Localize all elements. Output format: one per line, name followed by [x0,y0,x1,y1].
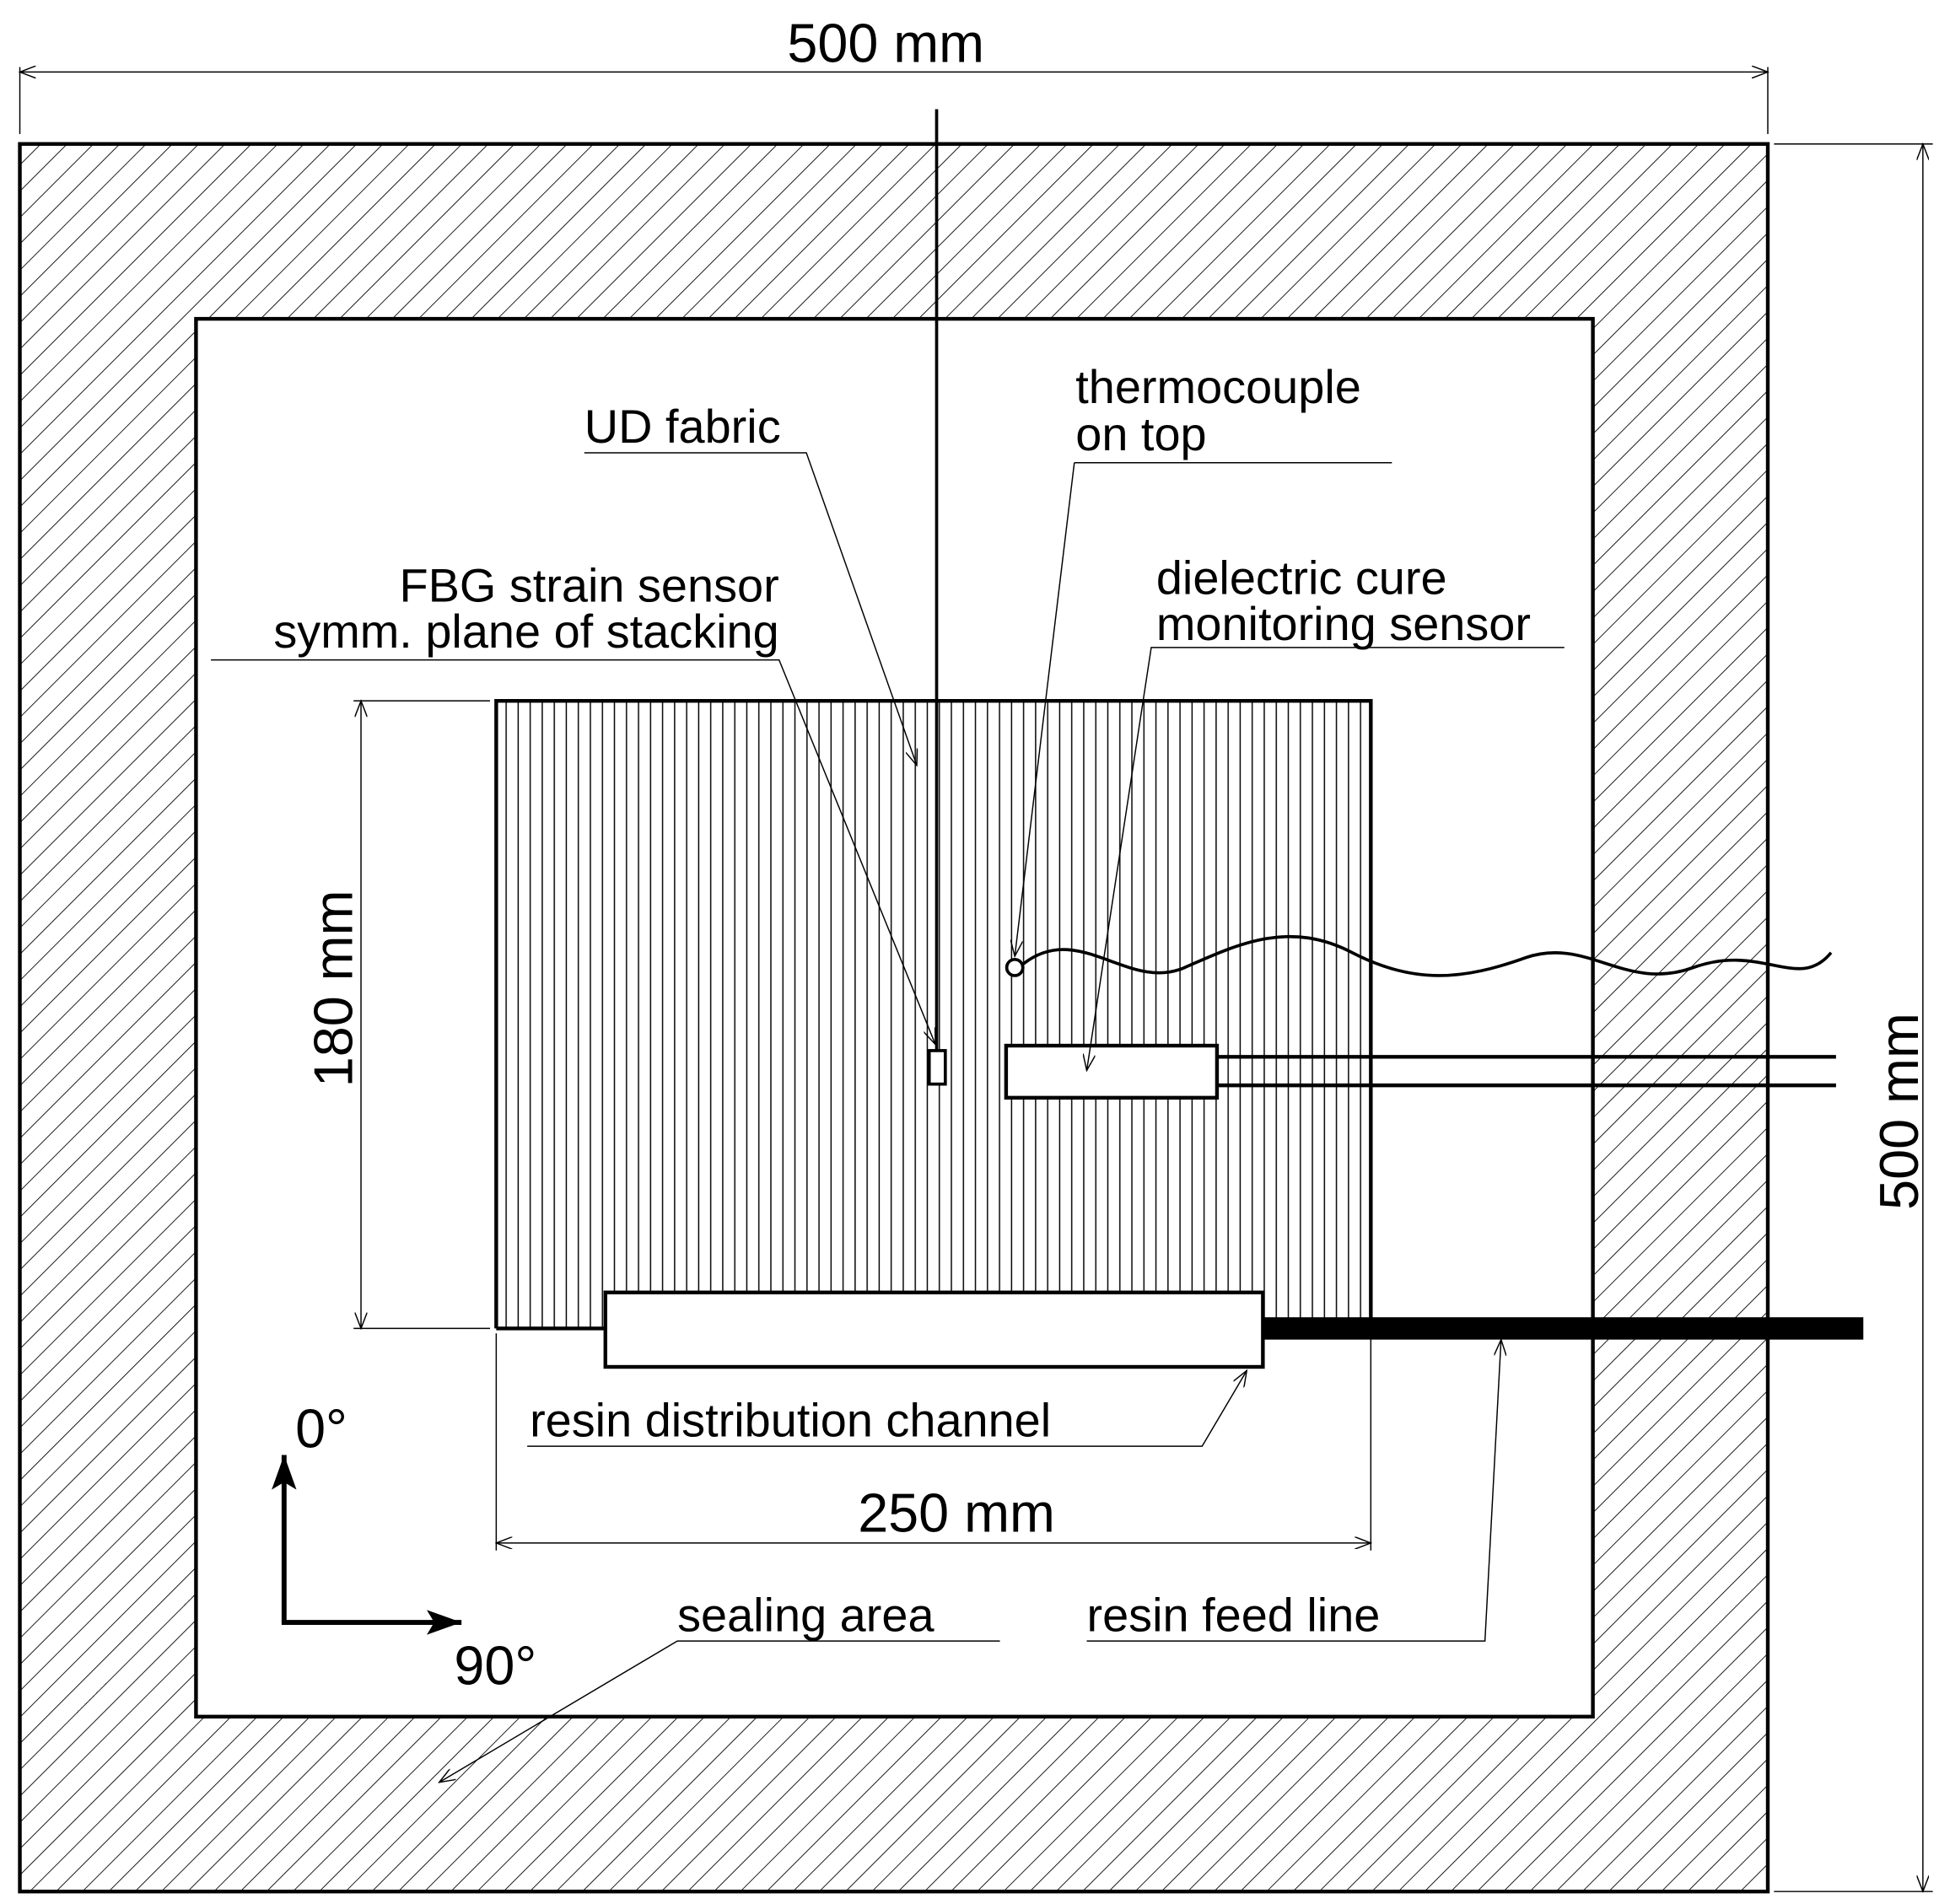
fbg-label-line1: FBG strain sensor [399,558,778,611]
fbg-label-line2: symm. plane of stacking [273,605,778,658]
sealing-area-label: sealing area [677,1588,934,1641]
overall-width-label: 500 mm [787,13,984,74]
resin-channel-label: resin distribution channel [530,1393,1051,1446]
resin-feed-label: resin feed line [1086,1588,1380,1641]
ud-fabric-laminate [496,701,1371,1329]
dielectric-label-line1: dielectric cure [1156,551,1447,605]
thermocouple-wire [1022,934,1833,977]
laminate-height-label: 180 mm [303,890,364,1088]
thermocouple-label-line2: on top [1075,407,1206,460]
resin-distribution-channel [603,1290,1265,1369]
dielectric-label-line2: monitoring sensor [1156,597,1531,650]
leader-lines [211,452,1565,1783]
dimension-lines [20,67,1933,1892]
thermocouple-label-line1: thermocouple [1075,360,1361,413]
orientation-arrows [272,1455,462,1635]
fbg-sensor [927,1049,947,1086]
overall-height-label: 500 mm [1868,1013,1930,1210]
ud-fabric-outline [494,698,1373,1329]
mould-outer-border [18,142,1770,1894]
dielectric-sensor [1004,1043,1220,1100]
angle-0-label: 0° [295,1398,347,1460]
angle-90-label: 90° [454,1635,536,1697]
resin-feed-line [1263,1317,1864,1340]
laminate-width-label: 250 mm [858,1482,1055,1544]
thermocouple [1005,957,1025,977]
ud-fabric-label: UD fabric [584,400,781,453]
